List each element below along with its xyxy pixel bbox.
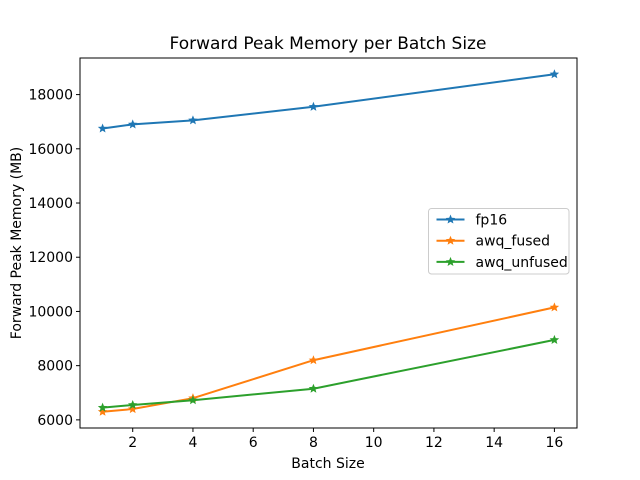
y-tick-label: 14000 bbox=[28, 196, 73, 212]
series-marker-awq_unfused bbox=[97, 402, 108, 412]
plot-border bbox=[79, 57, 578, 429]
y-tick-label: 18000 bbox=[28, 88, 73, 104]
x-tick-label: 16 bbox=[545, 435, 563, 451]
series-marker-awq_unfused bbox=[188, 395, 198, 405]
series-marker-awq_fused bbox=[549, 302, 560, 312]
series-marker-awq_fused bbox=[127, 404, 138, 414]
chart-title: Forward Peak Memory per Batch Size bbox=[170, 34, 487, 54]
legend-swatch-marker-awq_unfused bbox=[445, 256, 456, 266]
y-tick-label: 12000 bbox=[28, 250, 73, 266]
series-marker-awq_fused bbox=[97, 406, 108, 416]
legend-swatch-marker-fp16 bbox=[445, 214, 456, 224]
x-tick-label: 10 bbox=[365, 435, 383, 451]
legend-swatch-marker-awq_fused bbox=[445, 235, 456, 245]
y-tick-label: 10000 bbox=[28, 304, 73, 320]
x-tick-label: 4 bbox=[188, 435, 197, 451]
x-tick-label: 8 bbox=[309, 435, 318, 451]
series-marker-fp16 bbox=[127, 119, 138, 129]
series-marker-fp16 bbox=[188, 115, 198, 125]
y-tick-label: 6000 bbox=[37, 413, 73, 429]
y-tick-label: 8000 bbox=[37, 359, 73, 375]
series-marker-awq_fused bbox=[308, 355, 319, 365]
legend: fp16 awq_fused awq_unfused bbox=[428, 208, 570, 275]
series-marker-fp16 bbox=[549, 69, 560, 79]
plot-area: 2 4 6 8 10 12 14 16 6000 8000 10000 12000 14000 16000… bbox=[28, 57, 578, 451]
y-tick-label: 16000 bbox=[28, 142, 73, 158]
legend-label-awq_unfused: awq_unfused bbox=[476, 255, 568, 271]
series-marker-fp16 bbox=[308, 101, 319, 111]
legend-label-awq_fused: awq_fused bbox=[476, 234, 551, 250]
x-tick-label: 12 bbox=[425, 435, 443, 451]
series-marker-awq_unfused bbox=[127, 399, 138, 409]
y-axis-label: Forward Peak Memory (MB) bbox=[9, 147, 25, 339]
legend-label-fp16: fp16 bbox=[476, 213, 508, 229]
series-marker-awq_unfused bbox=[549, 334, 560, 344]
series-marker-awq_unfused bbox=[308, 383, 319, 393]
x-axis-label: Batch Size bbox=[291, 456, 364, 472]
series-marker-fp16 bbox=[97, 123, 108, 133]
legend-box bbox=[428, 208, 570, 275]
x-tick-label: 6 bbox=[249, 435, 258, 451]
x-tick-label: 2 bbox=[128, 435, 137, 451]
x-tick-label: 14 bbox=[485, 435, 503, 451]
